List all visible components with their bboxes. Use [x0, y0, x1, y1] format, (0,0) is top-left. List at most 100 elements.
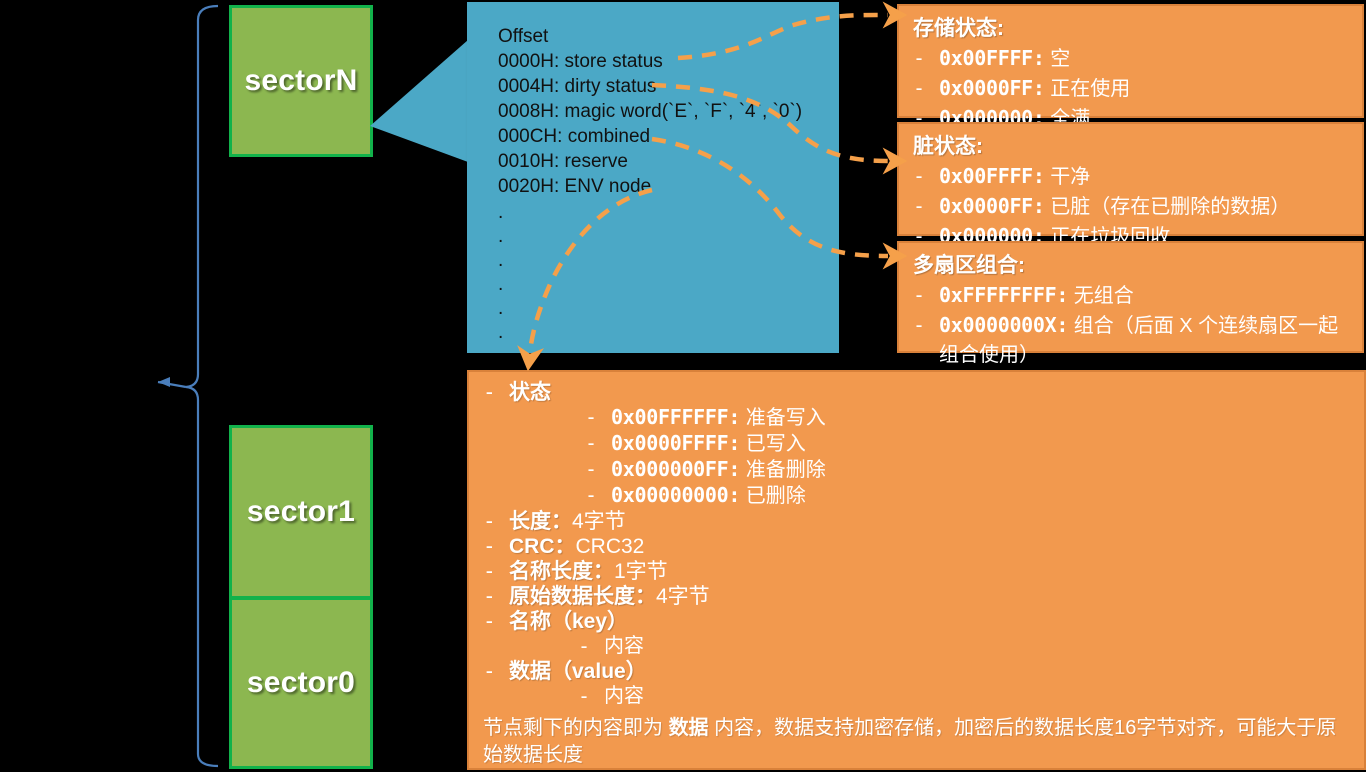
- node-field-value: - 数据（value）: [483, 659, 1352, 684]
- sector-label: sectorN: [244, 64, 358, 97]
- item-text: 组合（后面 X 个连续扇区一起组合使用）: [939, 315, 1339, 366]
- offset-field-list: Offset 0000H: store status 0004H: dirty …: [498, 24, 838, 345]
- sector-block-sector1[interactable]: sector1: [229, 425, 373, 599]
- hex-code: 0x000000FF:: [611, 457, 741, 481]
- offset-heading: Offset: [498, 26, 549, 47]
- item-text: 准备写入: [745, 407, 826, 429]
- callout-item: - 0x0000FF: 已脏（存在已删除的数据）: [913, 192, 1352, 222]
- node-field-key: - 名称（key）: [483, 609, 1352, 634]
- callout-item: - 0xFFFFFFFF: 无组合: [913, 281, 1352, 311]
- field-value: 4字节: [572, 510, 626, 533]
- node-field-length: - 长度：4字节: [483, 509, 1352, 534]
- node-footer-note: 节点剩下的内容即为 数据 内容，数据支持加密存储，加密后的数据长度16字节对齐，…: [483, 715, 1352, 769]
- bullet-dash: -: [585, 431, 598, 455]
- node-field-status: - 状态: [483, 380, 1352, 405]
- hex-code: 0x0000FFFF:: [611, 431, 741, 455]
- field-label: 数据（value）: [509, 660, 647, 683]
- key-content-item: - 内容: [483, 634, 1352, 659]
- dot: .: [498, 322, 504, 343]
- footer-bold-term: 数据: [668, 717, 709, 739]
- status-value-item: - 0x00000000: 已删除: [483, 483, 1352, 509]
- bullet-dash: -: [913, 46, 926, 70]
- item-text: 无组合: [1073, 285, 1134, 307]
- callout-item-list: - 0x00FFFF: 空 - 0x0000FF: 正在使用 - 0x00000…: [913, 44, 1352, 134]
- callout-item-list: - 0x00FFFF: 干净 - 0x0000FF: 已脏（存在已删除的数据） …: [913, 162, 1352, 252]
- status-value-item: - 0x000000FF: 准备删除: [483, 457, 1352, 483]
- offset-row-reserve: 0010H: reserve: [498, 151, 628, 172]
- node-field-name-length: - 名称长度：1字节: [483, 559, 1352, 584]
- bullet-dash: -: [578, 634, 591, 658]
- node-field-raw-data-length: - 原始数据长度：4字节: [483, 584, 1352, 609]
- bullet-dash: -: [913, 164, 926, 188]
- bullet-dash: -: [483, 609, 496, 633]
- dot: .: [498, 274, 504, 295]
- sector-to-offset-arrow: [370, 40, 468, 162]
- field-label: 名称（key）: [509, 610, 629, 633]
- field-label: 名称长度: [509, 560, 593, 583]
- field-separator: ：: [593, 560, 614, 583]
- hex-code: 0xFFFFFFFF:: [939, 283, 1069, 307]
- hex-code: 0x0000FF:: [939, 194, 1045, 218]
- dot: .: [498, 202, 504, 223]
- bullet-dash: -: [913, 194, 926, 218]
- dot: .: [498, 298, 504, 319]
- field-separator: ：: [551, 510, 572, 533]
- item-text: 空: [1050, 48, 1071, 70]
- callout-item: - 0x00FFFF: 干净: [913, 162, 1352, 192]
- item-text: 已写入: [745, 433, 806, 455]
- item-text: 干净: [1050, 166, 1091, 188]
- field-value: CRC32: [575, 535, 645, 558]
- callout-item-list: - 0xFFFFFFFF: 无组合 - 0x0000000X: 组合（后面 X …: [913, 281, 1352, 370]
- offset-row-combined: 000CH: combined: [498, 126, 651, 147]
- key-content-list: - 内容: [483, 634, 1352, 659]
- item-text: 正在使用: [1050, 78, 1131, 100]
- status-value-item: - 0x00FFFFFF: 准备写入: [483, 405, 1352, 431]
- bullet-dash: -: [483, 509, 496, 533]
- hex-code: 0x00000000:: [611, 483, 741, 507]
- bullet-dash: -: [483, 559, 496, 583]
- callout-title: 存储状态:: [913, 17, 1004, 40]
- field-label: 状态: [509, 381, 551, 404]
- footer-post: 内容，数据支持加密存储，加密后的数据长度16字节对齐，可能大于原始数据长度: [483, 717, 1337, 766]
- offset-row-env-node: 0020H: ENV node: [498, 176, 652, 197]
- env-node-structure-panel: - 状态 - 0x00FFFFFF: 准备写入 - 0x0000FFFF: 已写…: [467, 370, 1366, 770]
- hex-code: 0x0000000X:: [939, 313, 1069, 337]
- callout-item: - 0x0000FF: 正在使用: [913, 74, 1352, 104]
- bullet-dash: -: [913, 76, 926, 100]
- sector-block-sector0[interactable]: sector0: [229, 597, 373, 769]
- field-separator: ：: [554, 535, 576, 558]
- hex-code: 0x00FFFFFF:: [611, 405, 741, 429]
- bullet-dash: -: [483, 380, 496, 404]
- sector-block-sectorN[interactable]: sectorN: [229, 5, 373, 157]
- item-text: 已脏（存在已删除的数据）: [1050, 196, 1291, 218]
- value-content-item: - 内容: [483, 684, 1352, 709]
- bullet-dash: -: [585, 405, 598, 429]
- callout-store-status: 存储状态: - 0x00FFFF: 空 - 0x0000FF: 正在使用 - 0…: [897, 4, 1364, 130]
- hex-code: 0x0000FF:: [939, 76, 1045, 100]
- node-field-crc: - CRC：CRC32: [483, 534, 1352, 559]
- offset-row-dirty-status: 0004H: dirty status: [498, 76, 657, 97]
- field-value: 4字节: [656, 585, 710, 608]
- field-label: CRC: [509, 535, 555, 558]
- field-label: 原始数据长度: [509, 585, 635, 608]
- item-text: 内容: [604, 685, 644, 707]
- item-text: 准备删除: [745, 459, 826, 481]
- offset-row-magic-word: 0008H: magic word(`E`, `F`, `4`, `0`): [498, 101, 803, 122]
- item-text: 已删除: [745, 485, 806, 507]
- bullet-dash: -: [913, 313, 926, 337]
- offset-row-store-status: 0000H: store status: [498, 51, 663, 72]
- node-field-list: - 状态 - 0x00FFFFFF: 准备写入 - 0x0000FFFF: 已写…: [483, 380, 1352, 709]
- offset-continuation-dots: . . . . . .: [498, 201, 838, 345]
- bullet-dash: -: [913, 283, 926, 307]
- dot: .: [498, 226, 504, 247]
- hex-code: 0x00FFFF:: [939, 164, 1045, 188]
- footer-pre: 节点剩下的内容即为: [483, 717, 669, 739]
- bullet-dash: -: [585, 457, 598, 481]
- callout-item: - 0x0000000X: 组合（后面 X 个连续扇区一起组合使用）: [913, 311, 1352, 370]
- callout-dirty-status: 脏状态: - 0x00FFFF: 干净 - 0x0000FF: 已脏（存在已删除…: [897, 122, 1364, 248]
- status-value-item: - 0x0000FFFF: 已写入: [483, 431, 1352, 457]
- field-separator: ：: [635, 585, 656, 608]
- bullet-dash: -: [483, 659, 496, 683]
- callout-title: 多扇区组合:: [913, 254, 1025, 277]
